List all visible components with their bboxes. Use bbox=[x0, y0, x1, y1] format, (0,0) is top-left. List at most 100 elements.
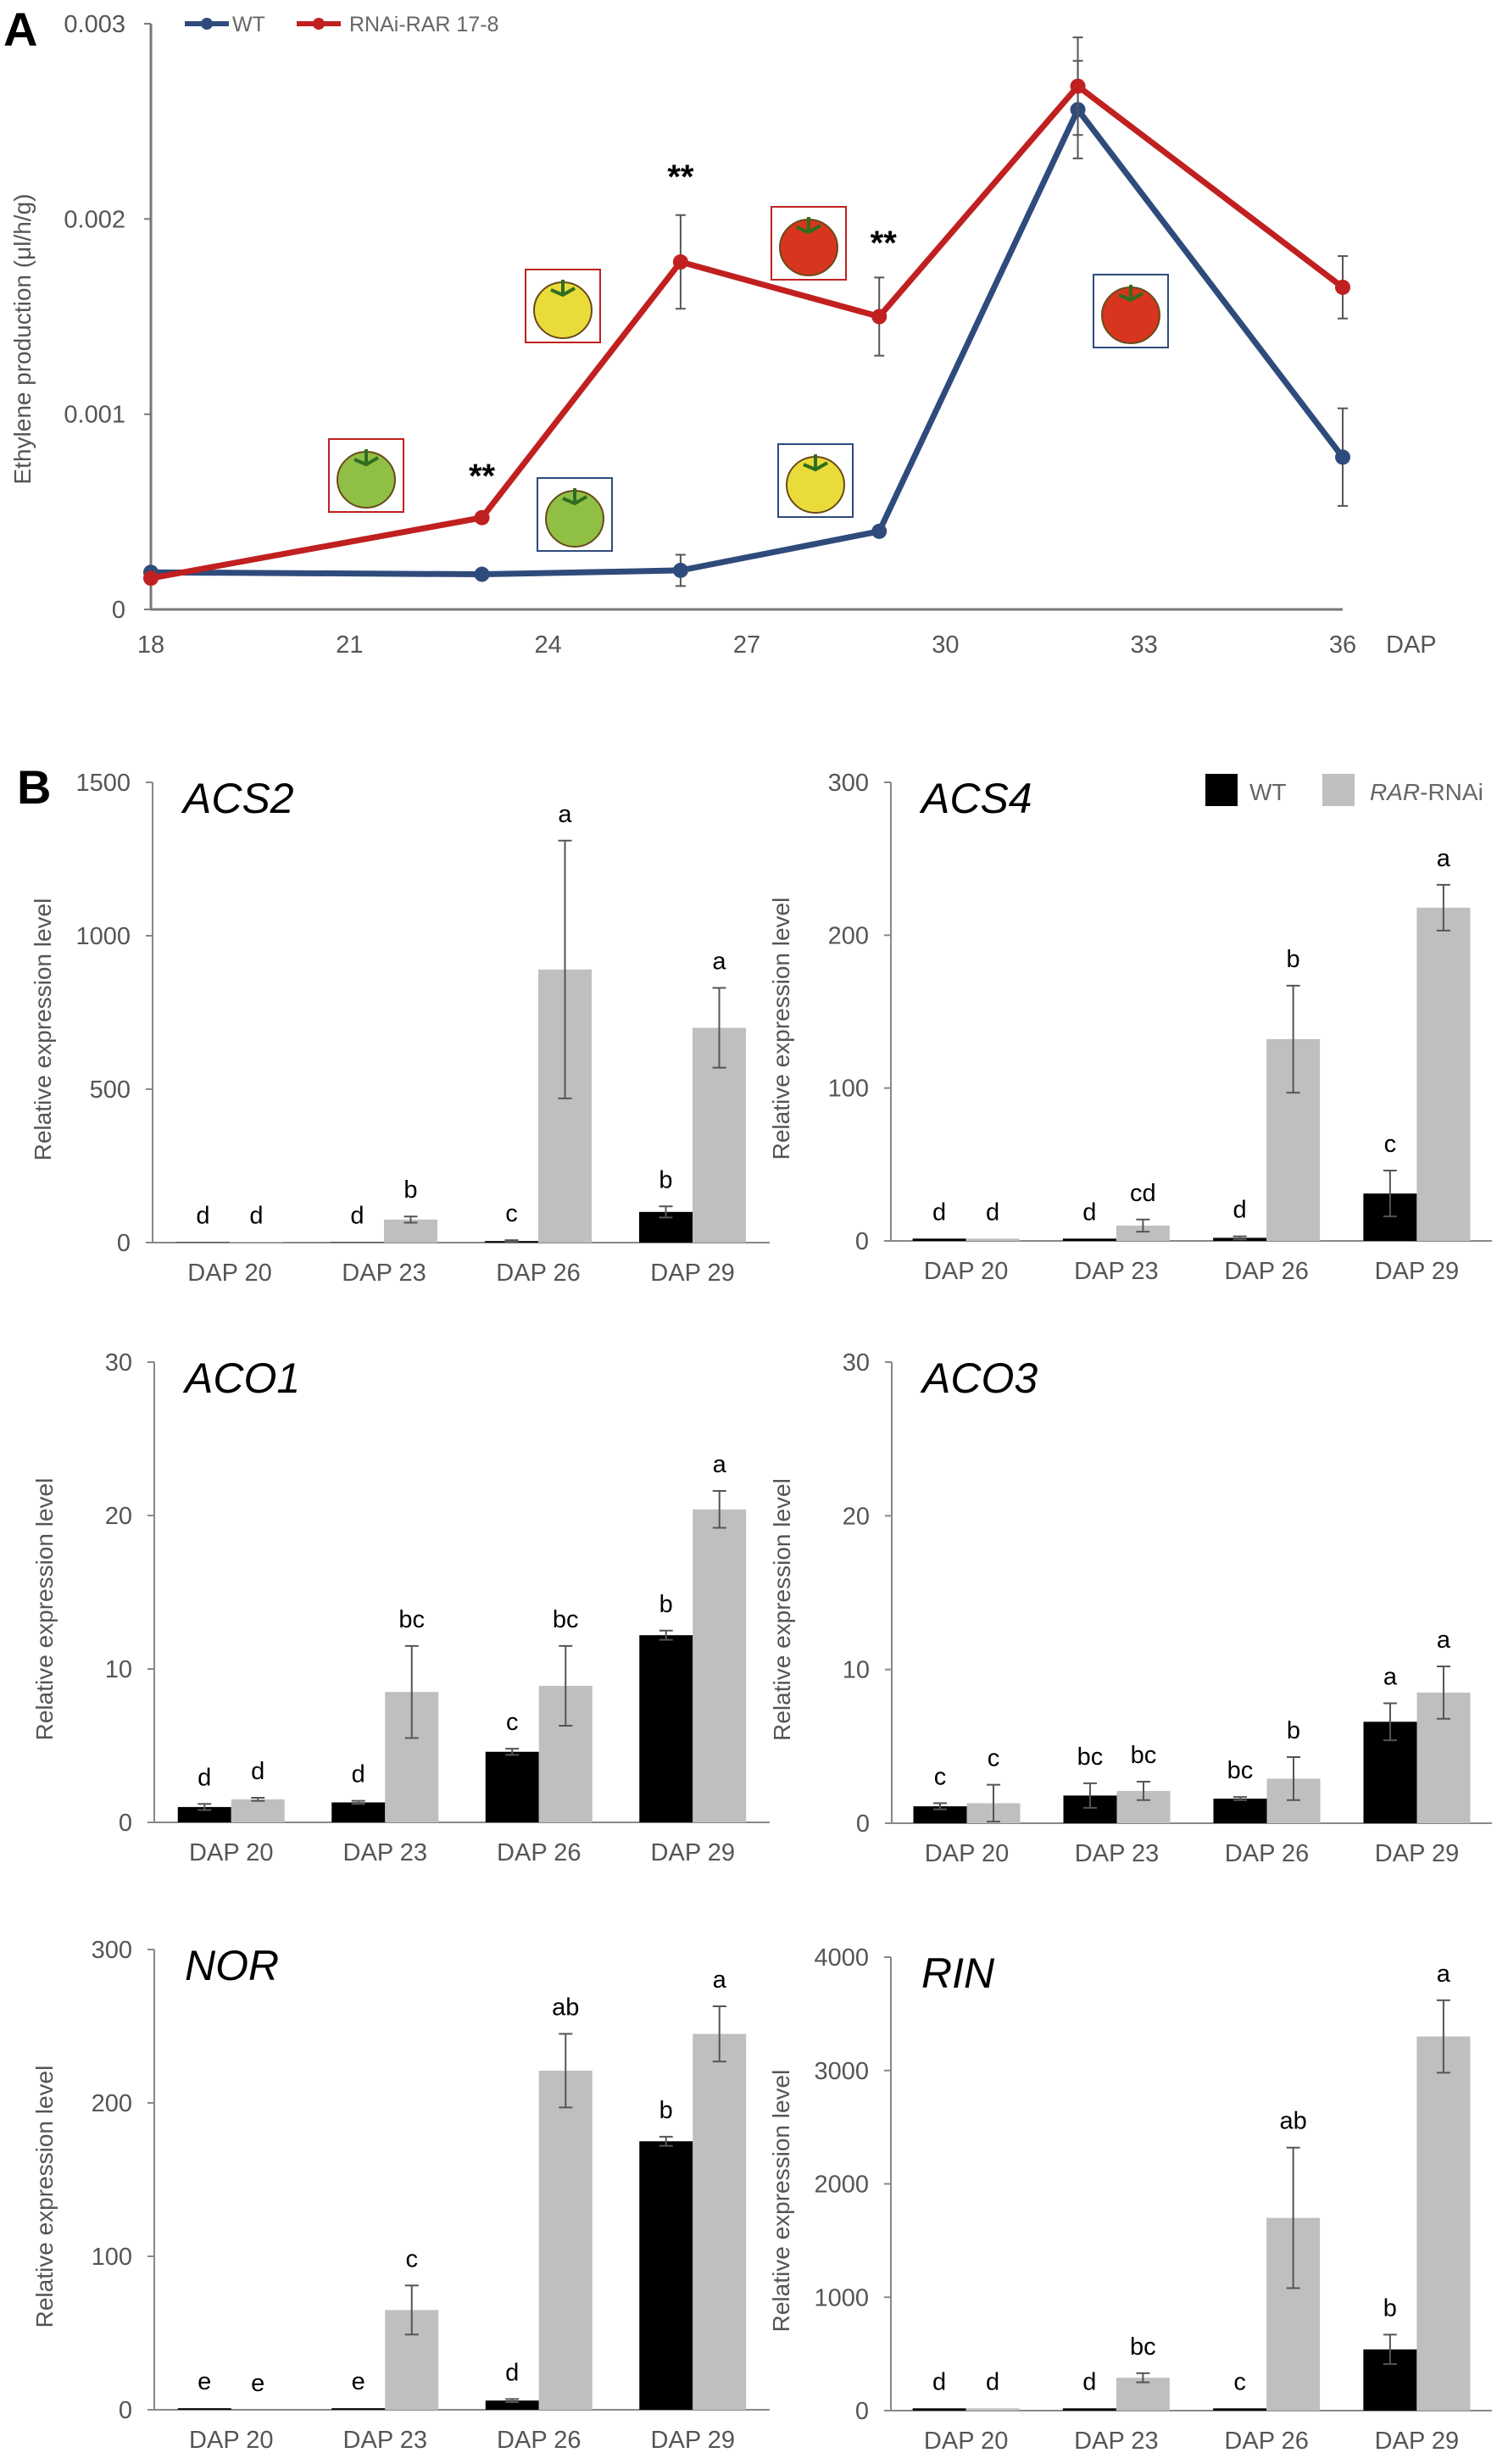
bar-wt bbox=[177, 1806, 231, 1822]
bar-wt bbox=[331, 2408, 386, 2410]
error-bar bbox=[1083, 1782, 1097, 1809]
bar-rar-rnai bbox=[1116, 1225, 1170, 1241]
y-tick-label: 0 bbox=[855, 1228, 869, 1255]
significance-letter: ab bbox=[552, 1994, 579, 2022]
bar-chart-aco1: 0 10 20 30 Relative expression level ACO1 DAP … bbox=[31, 1349, 770, 1866]
y-tick-label: 0 bbox=[855, 2398, 869, 2425]
bar-wt bbox=[1062, 1238, 1116, 1241]
tomato-green-icon bbox=[537, 477, 613, 552]
bar-rar-rnai bbox=[693, 1509, 747, 1822]
x-tick-label: DAP 23 bbox=[1074, 1258, 1158, 1285]
panel-label-a: A bbox=[3, 3, 37, 56]
x-tick-label: 24 bbox=[535, 631, 562, 659]
y-tick-label: 0 bbox=[119, 1810, 132, 1837]
significance-letter: bc bbox=[1227, 1757, 1254, 1784]
x-tick-label: 18 bbox=[137, 631, 164, 659]
bar-rar-rnai bbox=[1416, 2036, 1471, 2411]
significance-stars: ** bbox=[469, 458, 496, 495]
significance-letter: a bbox=[1437, 845, 1451, 872]
error-bar bbox=[404, 2284, 419, 2336]
significance-letter: bc bbox=[1077, 1744, 1104, 1771]
significance-letter: b bbox=[1287, 1717, 1300, 1744]
panel-label-b: B bbox=[17, 760, 51, 814]
bar-wt bbox=[331, 1802, 386, 1822]
x-tick-label: DAP 29 bbox=[1375, 1258, 1459, 1285]
significance-letter: d bbox=[932, 1199, 946, 1226]
significance-letter: a bbox=[713, 1966, 727, 1994]
significance-letter: a bbox=[712, 948, 726, 976]
significance-letter: a bbox=[713, 1451, 727, 1478]
error-bar bbox=[559, 2033, 573, 2109]
data-point bbox=[672, 562, 688, 578]
x-tick-label: DAP 20 bbox=[187, 1260, 271, 1287]
error-bar bbox=[403, 1215, 418, 1224]
y-axis-label: Relative expression level bbox=[769, 1478, 795, 1741]
significance-letter: bc bbox=[398, 1606, 425, 1633]
significance-letter: d bbox=[986, 1199, 999, 1226]
x-tick-label: DAP 26 bbox=[496, 1260, 580, 1287]
error-bar bbox=[1287, 1756, 1300, 1801]
error-bar bbox=[351, 1799, 365, 1805]
y-tick-label: 200 bbox=[828, 922, 869, 949]
significance-letter: d bbox=[350, 1203, 364, 1230]
error-bar bbox=[712, 1490, 726, 1529]
significance-letter: bc bbox=[1130, 2333, 1156, 2361]
significance-letter: d bbox=[1233, 1197, 1247, 1224]
error-bar bbox=[559, 1644, 573, 1727]
y-tick-label: 20 bbox=[105, 1503, 132, 1530]
gene-title: RIN bbox=[921, 1950, 995, 1997]
y-axis-label: Relative expression level bbox=[768, 2070, 794, 2333]
significance-letter: d bbox=[932, 2368, 946, 2395]
significance-letter: c bbox=[506, 1709, 519, 1736]
significance-letter: d bbox=[1082, 2368, 1096, 2395]
bar-wt bbox=[1213, 2408, 1267, 2411]
series-line bbox=[150, 81, 1345, 581]
error-bar bbox=[251, 1797, 265, 1802]
significance-letter: b bbox=[1383, 2294, 1397, 2322]
significance-letter: b bbox=[403, 1176, 417, 1204]
significance-letter: a bbox=[558, 801, 572, 828]
legend-rar-swatch bbox=[1322, 774, 1355, 806]
error-bar bbox=[712, 987, 726, 1069]
bar-rar-rnai bbox=[1416, 907, 1471, 1241]
x-tick-label: DAP 26 bbox=[1224, 1258, 1308, 1285]
legend-rar-label: RAR-RNAi bbox=[1370, 779, 1483, 805]
tomato-red-icon bbox=[771, 206, 847, 281]
significance-letter: cd bbox=[1130, 1180, 1156, 1207]
y-tick-label: 4000 bbox=[814, 1944, 869, 1972]
x-tick-label: DAP 23 bbox=[1074, 2428, 1158, 2455]
bar-rar-rnai bbox=[538, 2070, 593, 2410]
y-tick-label: 0 bbox=[112, 597, 125, 624]
legend: WT RAR-RNAi bbox=[1205, 774, 1483, 806]
y-tick-label: 1500 bbox=[75, 770, 131, 797]
line-chart-ethylene: A 0 0.001 0.002 0.003 18 21 24 27 30 33 36 DAP Ethyle… bbox=[3, 3, 1437, 659]
error-bar bbox=[1233, 1235, 1247, 1241]
y-tick-label: 10 bbox=[843, 1657, 870, 1684]
error-bar bbox=[659, 2135, 673, 2147]
bar-wt bbox=[177, 2408, 231, 2410]
bar-wt bbox=[639, 2141, 693, 2410]
error-bar bbox=[1436, 1999, 1450, 2074]
legend-rar-label: RNAi-RAR 17-8 bbox=[349, 13, 498, 36]
error-bar bbox=[1286, 984, 1300, 1094]
y-tick-label: 0.003 bbox=[64, 11, 125, 38]
series-rnai-rar bbox=[143, 36, 1350, 587]
significance-letter: a bbox=[1383, 1664, 1398, 1691]
x-tick-label: DAP 26 bbox=[497, 1839, 581, 1866]
bar-wt bbox=[912, 2408, 966, 2411]
error-bar bbox=[1286, 2146, 1300, 2289]
x-tick-label: DAP 20 bbox=[189, 2427, 273, 2454]
bar-chart-nor: 0 100 200 300 Relative expression level NOR DA… bbox=[31, 1937, 770, 2454]
y-axis-label: Ethylene production (μl/h/g) bbox=[9, 194, 36, 485]
bar-rar-rnai bbox=[965, 1238, 1020, 1241]
legend: WT RNAi-RAR 17-8 bbox=[185, 13, 498, 36]
y-axis-label: Relative expression level bbox=[31, 1478, 58, 1741]
y-tick-label: 30 bbox=[843, 1349, 870, 1377]
y-tick-label: 500 bbox=[90, 1076, 131, 1104]
y-axis-label: Relative expression level bbox=[768, 898, 794, 1160]
x-tick-label: DAP 26 bbox=[1225, 1840, 1309, 1867]
error-bar bbox=[558, 839, 572, 1099]
y-tick-label: 0 bbox=[119, 2397, 132, 2424]
significance-letter: d bbox=[196, 1203, 209, 1230]
